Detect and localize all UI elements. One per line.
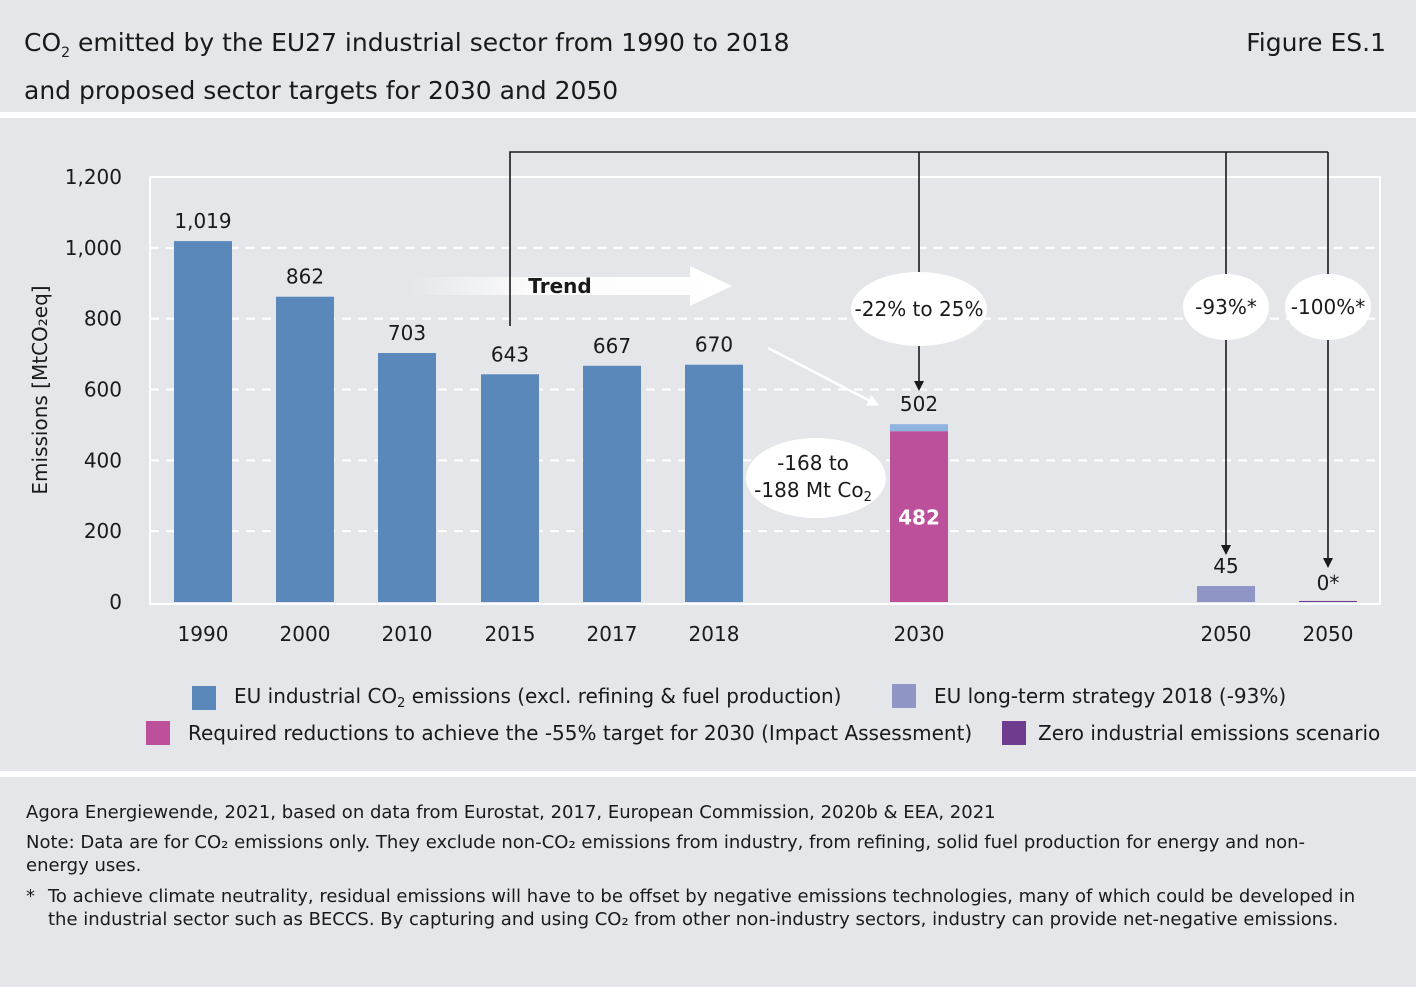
- connector-lines: [509, 151, 1333, 568]
- title-part1: CO: [24, 28, 62, 57]
- trend-arrow: Trend: [408, 266, 732, 306]
- bar-2018-historical: [685, 364, 743, 602]
- trend-label: Trend: [528, 274, 591, 298]
- bar-2010-historical: [378, 353, 436, 602]
- title-part2: emitted by the EU27 industrial sector fr…: [70, 28, 790, 57]
- y-axis-ticks: 0 200 400 600 800 1,000 1,200: [65, 165, 122, 614]
- y-axis-label: Emissions [MtCO₂eq]: [28, 285, 52, 494]
- legend-item-historical: EU industrial CO2 emissions (excl. refin…: [192, 684, 841, 711]
- annotation-gap: -168 to -188 Mt Co2: [746, 438, 886, 518]
- bar-value-label: 45: [1213, 554, 1238, 578]
- bar-2017-historical: [583, 365, 641, 602]
- legend-swatch-reduction: [146, 721, 170, 745]
- projection-arrow: [767, 346, 880, 406]
- bar-2000-historical: [276, 296, 334, 602]
- bar-2050-zero: [1299, 600, 1357, 602]
- annotation-2030: -22% to 25%: [851, 272, 987, 346]
- annotation-gap-line1: -168 to: [777, 451, 849, 475]
- divider-top: [0, 112, 1416, 118]
- header: CO2 emitted by the EU27 industrial secto…: [0, 0, 1416, 112]
- legend-item-reduction: Required reductions to achieve the -55% …: [146, 721, 972, 745]
- bar-2015-historical: [481, 374, 539, 602]
- legend-item-longterm: EU long-term strategy 2018 (-93%): [892, 684, 1286, 708]
- legend-label-historical: EU industrial CO2 emissions (excl. refin…: [234, 684, 841, 711]
- connector-top-line: [509, 151, 1328, 326]
- annotation-gap-bubble: [746, 438, 886, 518]
- bar-2050-longterm: [1197, 586, 1255, 602]
- note-text: Note: Data are for CO₂ emissions only. T…: [26, 832, 1306, 876]
- annotation-2050-lts: -93%*: [1183, 274, 1269, 340]
- bar-2030-reduction: [890, 431, 948, 602]
- bar-value-label: 1,019: [174, 209, 231, 233]
- bar-value-label: 643: [491, 342, 529, 366]
- x-tick-label: 2017: [587, 622, 638, 646]
- annotation-gap-line2: -188 Mt Co2: [754, 478, 872, 505]
- legend-label-reduction: Required reductions to achieve the -55% …: [188, 721, 973, 745]
- footnote: * To achieve climate neutrality, residua…: [26, 885, 1356, 931]
- figure-label: Figure ES.1: [1246, 28, 1386, 57]
- annotation-2030-bubble: [851, 272, 987, 346]
- x-tick-label: 2000: [280, 622, 331, 646]
- annotation-2030-text: -22% to 25%: [855, 297, 984, 321]
- annotation-2050-zero-bubble: [1285, 274, 1371, 340]
- annotation-gap-line2-sub: 2: [864, 490, 872, 505]
- y-tick-label: 1,000: [65, 236, 122, 260]
- bar-value-label: 670: [695, 333, 733, 357]
- legend-swatch-historical: [192, 685, 216, 710]
- x-tick-label: 2050: [1303, 622, 1354, 646]
- bar-labels: 1,019 862 703 643 667 670 482 502 45 0*: [174, 209, 1339, 595]
- chart-title: CO2 emitted by the EU27 industrial secto…: [24, 24, 924, 109]
- y-tick-label: 0: [109, 590, 122, 614]
- legend-label-historical-suffix: emissions (excl. refining & fuel product…: [405, 684, 842, 708]
- title-subscript: 2: [61, 45, 71, 61]
- footer: Agora Energiewende, 2021, based on data …: [0, 777, 1416, 987]
- x-tick-label: 2010: [382, 622, 433, 646]
- annotation-2050-lts-text: -93%*: [1195, 295, 1257, 319]
- y-tick-label: 600: [84, 378, 122, 402]
- x-tick-label: 2015: [485, 622, 536, 646]
- bar-value-label: 0*: [1317, 571, 1340, 595]
- bar-2030-remaining: [890, 424, 948, 432]
- legend-label-zero: Zero industrial emissions scenario: [1038, 721, 1381, 745]
- bar-1990-historical: [174, 241, 232, 602]
- legend-swatch-zero: [1002, 721, 1026, 745]
- bar-value-label: 703: [388, 321, 426, 345]
- annotation-2050-lts-bubble: [1183, 274, 1269, 340]
- title-line2: and proposed sector targets for 2030 and…: [24, 76, 619, 105]
- trend-arrow-shape: [408, 266, 732, 306]
- bar-value-label: 667: [593, 334, 631, 358]
- y-tick-label: 800: [84, 307, 122, 331]
- y-tick-label: 200: [84, 519, 122, 543]
- x-tick-label: 2018: [689, 622, 740, 646]
- source-text: Agora Energiewende, 2021, based on data …: [26, 802, 996, 823]
- annotation-gap-line2-main: -188 Mt Co: [754, 478, 863, 502]
- chart-area: 0 200 400 600 800 1,000 1,200 Emissions [MtCO₂…: [0, 118, 1416, 771]
- bars: [174, 241, 1357, 602]
- bar-value-label: 502: [900, 392, 938, 416]
- annotation-2050-zero-text: -100%*: [1291, 295, 1365, 319]
- annotation-2050-zero: -100%*: [1285, 274, 1371, 340]
- x-axis-ticks: 1990 2000 2010 2015 2017 2018 2030 2050 2050: [178, 622, 1354, 646]
- legend-swatch-longterm: [892, 684, 916, 708]
- x-tick-label: 2030: [894, 622, 945, 646]
- footnote-star: *: [26, 886, 35, 907]
- legend-label-historical-prefix: EU industrial CO: [234, 684, 398, 708]
- legend-label-longterm: EU long-term strategy 2018 (-93%): [934, 684, 1287, 708]
- bar-value-label: 862: [286, 265, 324, 289]
- chart-svg: 0 200 400 600 800 1,000 1,200 Emissions [MtCO₂…: [28, 151, 1381, 646]
- footnote-text: To achieve climate neutrality, residual …: [48, 886, 1356, 930]
- legend-item-zero: Zero industrial emissions scenario: [1002, 721, 1380, 745]
- y-tick-label: 400: [84, 448, 122, 472]
- x-tick-label: 1990: [178, 622, 229, 646]
- bar-inner-label: 482: [898, 506, 940, 530]
- x-tick-label: 2050: [1201, 622, 1252, 646]
- y-tick-label: 1,200: [65, 165, 122, 189]
- divider-bottom: [0, 771, 1416, 777]
- legend-label-historical-sub: 2: [397, 696, 406, 711]
